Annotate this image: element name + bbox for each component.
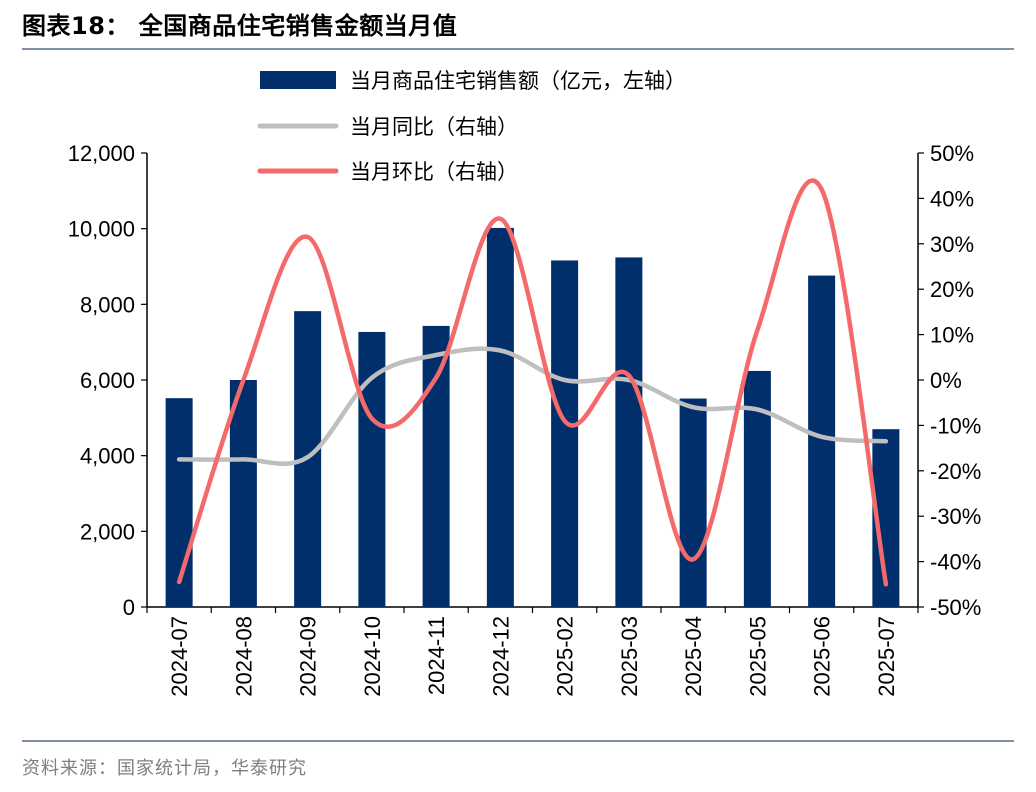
x-axis-tick-label: 2024-11 [424,616,449,695]
bar-2024-11 [422,325,450,607]
legend-label: 当月商品住宅销售额（亿元，左轴） [350,69,686,93]
left-axis-tick-label: 2,000 [80,519,135,544]
x-axis-tick-label: 2025-04 [681,616,706,697]
right-axis-tick-label: 20% [930,277,974,302]
legend-label: 当月同比（右轴） [350,115,518,139]
bar-2024-12 [486,227,514,607]
yoy-line [176,346,889,466]
x-axis-tick-label: 2025-05 [745,616,770,697]
right-axis-tick-label: 10% [930,323,974,348]
x-axis-tick-label: 2025-02 [553,616,578,697]
right-axis-tick-label: 40% [930,186,974,211]
x-axis-tick-label: 2024-08 [231,616,256,697]
left-axis-tick-label: 10,000 [68,217,135,242]
bar-2024-07 [165,398,193,607]
right-axis-tick-label: -50% [930,595,981,620]
chart-title: 图表18： 全国商品住宅销售金额当月值 [22,12,458,40]
x-axis-tick-label: 2024-09 [296,616,321,697]
x-axis-tick-label: 2025-07 [874,616,899,697]
bar-2025-03 [615,257,643,607]
legend-label: 当月环比（右轴） [350,160,518,184]
right-axis-tick-label: 50% [930,141,974,166]
left-axis-tick-label: 4,000 [80,444,135,469]
legend-swatch-bar [260,71,336,89]
x-axis-tick-label: 2024-12 [488,616,513,697]
x-axis-tick-label: 2025-06 [810,616,835,697]
x-axis-tick-label: 2024-10 [360,616,385,697]
source-note: 资料来源：国家统计局，华泰研究 [22,758,307,779]
x-axis-tick-label: 2024-07 [167,616,192,697]
title-divider [22,48,1014,50]
bar-2025-04 [679,398,707,607]
left-axis-tick-label: 6,000 [80,368,135,393]
footer-divider [22,740,1014,742]
right-axis-tick-label: -40% [930,550,981,575]
left-axis-tick-label: 0 [123,595,135,620]
x-axis-tick-label: 2025-03 [617,616,642,697]
right-axis-tick-label: 0% [930,368,962,393]
right-axis-tick-label: -20% [930,459,981,484]
right-axis-tick-label: -10% [930,413,981,438]
bar-2024-08 [229,380,257,607]
right-axis-tick-label: -30% [930,504,981,529]
bar-2025-02 [551,260,579,607]
left-axis-tick-label: 8,000 [80,292,135,317]
bar-2025-06 [808,275,836,607]
right-axis-tick-label: 30% [930,232,974,257]
left-axis-tick-label: 12,000 [68,141,135,166]
mom-line [176,178,889,587]
